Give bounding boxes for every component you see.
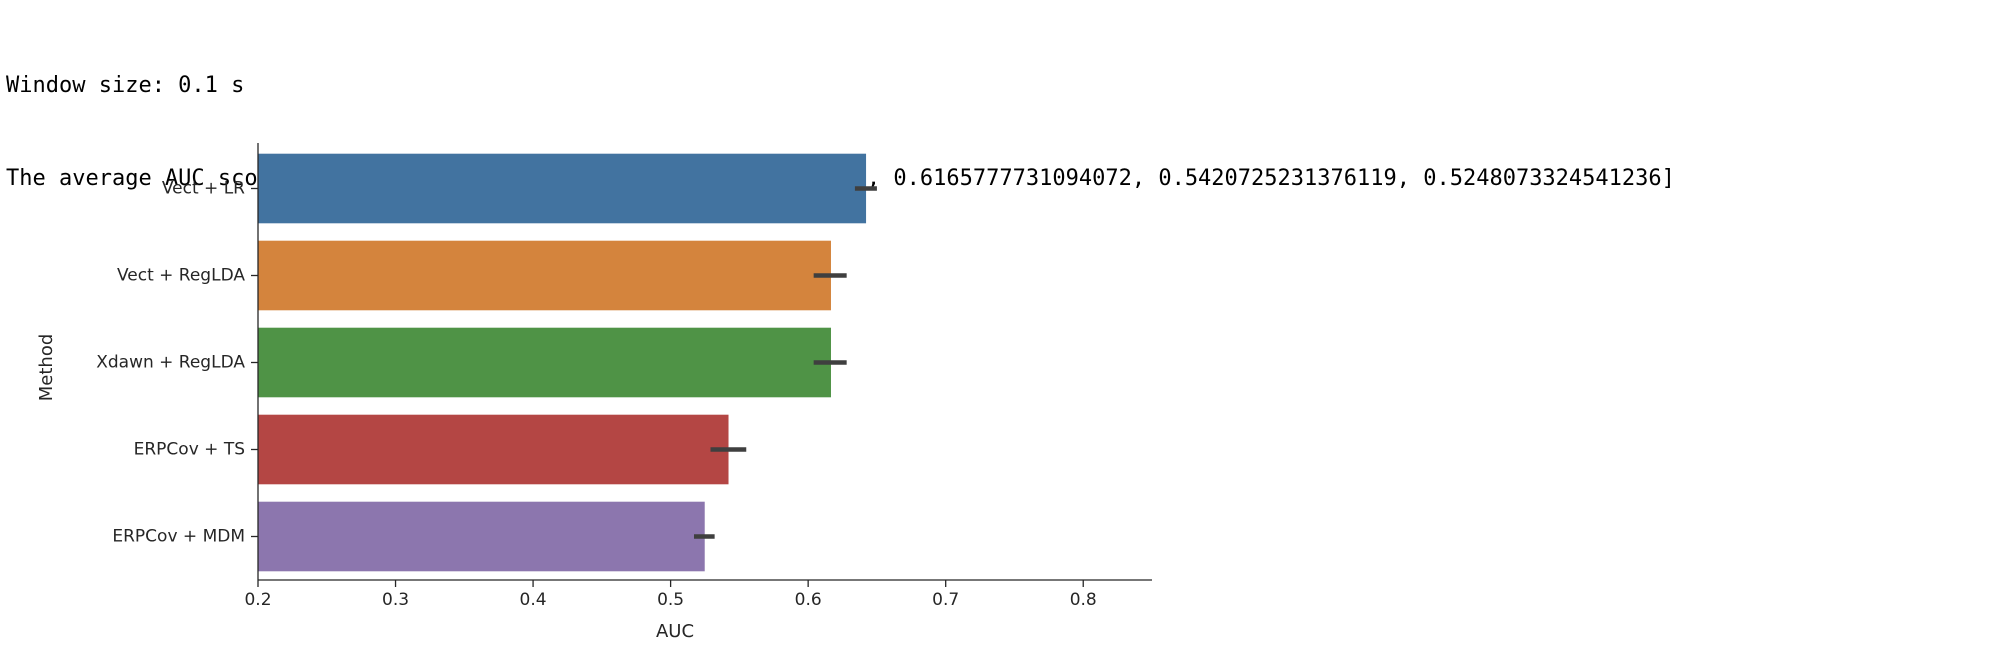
bar-1: [258, 240, 831, 311]
axes-layer: [251, 143, 1152, 587]
x-tick-label-1: 0.3: [382, 590, 409, 610]
error-bars-layer: [693, 186, 877, 539]
y-axis-label: Method: [36, 334, 57, 402]
bar-3: [258, 414, 729, 485]
y-tick-label-1: Vect + RegLDA: [117, 266, 245, 286]
x-tick-label-3: 0.5: [657, 590, 684, 610]
y-tick-label-4: ERPCov + MDM: [112, 527, 245, 547]
x-tick-label-6: 0.8: [1070, 590, 1097, 610]
chart-svg: Vect + LR Vect + RegLDA Xdawn + RegLDA ERPC…: [36, 143, 1152, 643]
bar-4: [258, 501, 705, 572]
labels-layer: Vect + LR Vect + RegLDA Xdawn + RegLDA ERPC…: [36, 179, 1097, 643]
auc-bar-chart: Vect + LR Vect + RegLDA Xdawn + RegLDA ERPC…: [0, 130, 1180, 664]
x-axis-label: AUC: [656, 621, 694, 642]
bar-0: [258, 153, 867, 224]
x-tick-label-5: 0.7: [932, 590, 959, 610]
bar-2: [258, 327, 831, 398]
x-tick-label-0: 0.2: [244, 590, 271, 610]
x-tick-label-4: 0.6: [795, 590, 822, 610]
window-size-text: Window size: 0.1 s: [6, 73, 245, 98]
y-tick-label-0: Vect + LR: [162, 179, 245, 199]
y-tick-label-3: ERPCov + TS: [134, 440, 245, 460]
bars-layer: [258, 153, 867, 572]
y-tick-label-2: Xdawn + RegLDA: [96, 353, 245, 373]
x-tick-label-2: 0.4: [520, 590, 547, 610]
